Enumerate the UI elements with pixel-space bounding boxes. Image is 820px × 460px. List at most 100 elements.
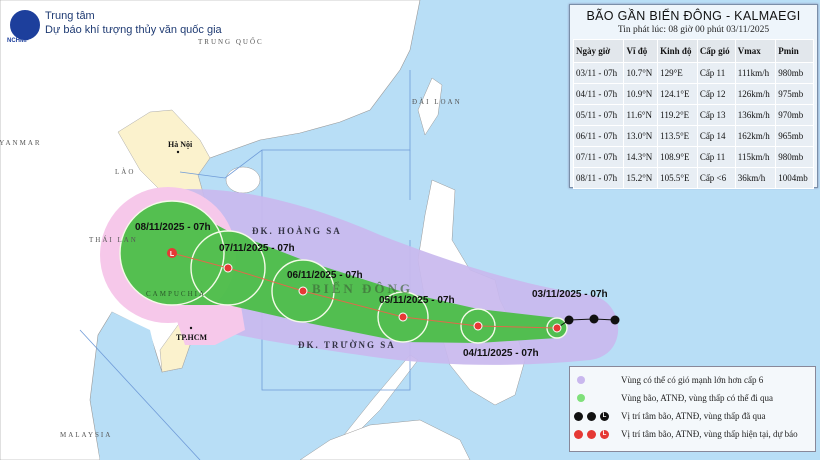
depression-symbol-icon xyxy=(587,429,596,439)
table-cell: 10.7°N xyxy=(623,62,659,84)
low-symbol-icon: L xyxy=(600,429,609,439)
issued-time: Tin phát lúc: 08 giờ 00 phút 03/11/2025 xyxy=(617,25,770,35)
borneo xyxy=(299,419,471,460)
depression-symbol-icon xyxy=(587,411,596,421)
label-thailand: THÁI LAN xyxy=(89,236,138,244)
label-truong-sa: ĐK. TRƯỜNG SA xyxy=(298,340,396,350)
table-cell: 975mb xyxy=(775,83,814,105)
table-cell: Cấp 11 xyxy=(696,146,736,168)
legend-item-current-center: L Vị trí tâm bão, ATNĐ, vùng thấp hiện t… xyxy=(574,425,798,443)
table-cell: 115km/h xyxy=(734,146,777,168)
label-hcm: TP.HCM xyxy=(176,333,208,342)
label-malaysia: MALAYSIA xyxy=(60,431,113,439)
table-cell: 126km/h xyxy=(734,83,777,105)
low-symbol-icon: L xyxy=(600,411,609,421)
table-cell: 07/11 - 07h xyxy=(572,146,625,168)
hanoi-marker xyxy=(176,150,180,154)
legend-item-track-cone: Vùng bão, ATNĐ, vùng thấp có thể đi qua xyxy=(574,389,773,407)
table-cell: Cấp <6 xyxy=(696,167,736,189)
track-label-07: 07/11/2025 - 07h xyxy=(219,243,295,254)
table-cell: Cấp 13 xyxy=(696,104,736,126)
table-cell: 13.0°N xyxy=(623,125,659,147)
table-row: 07/11 - 07h 14.3°N 108.9°E Cấp 11 115km/h 980… xyxy=(572,146,814,168)
col-header: Vĩ độ xyxy=(623,39,659,63)
track-cone xyxy=(120,201,567,343)
past-track-line xyxy=(556,318,616,329)
table-cell: 970mb xyxy=(775,104,814,126)
label-myanmar: MYANMAR xyxy=(0,139,42,147)
table-cell: 124.1°E xyxy=(657,83,698,105)
table-cell: 10.9°N xyxy=(623,83,659,105)
table-cell: Cấp 12 xyxy=(696,83,736,105)
table-cell: 111km/h xyxy=(734,62,777,84)
col-header: Ngày giờ xyxy=(572,39,625,63)
table-cell: 965mb xyxy=(775,125,814,147)
past-storm-center-icon xyxy=(564,314,620,325)
table-header-row: Ngày giờ Vĩ độ Kinh độ Cấp gió Vmax Pmin xyxy=(572,39,814,63)
table-cell: 03/11 - 07h xyxy=(572,62,625,84)
table-cell: 980mb xyxy=(775,62,814,84)
col-header: Vmax xyxy=(734,39,777,63)
organization-name: Trung tâm Dự báo khí tượng thủy văn quốc… xyxy=(45,9,222,37)
table-cell: 108.9°E xyxy=(657,146,698,168)
track-label-06: 06/11/2025 - 07h xyxy=(287,270,363,281)
table-cell: 14.3°N xyxy=(623,146,659,168)
nchmf-logo xyxy=(8,8,42,42)
legend-label: Vị trí tâm bão, ATNĐ, vùng thấp đã qua xyxy=(621,411,766,421)
table-cell: Cấp 14 xyxy=(696,125,736,147)
low-pressure-icon xyxy=(167,248,177,258)
org-line-2: Dự báo khí tượng thủy văn quốc gia xyxy=(45,24,222,36)
label-hoang-sa: ĐK. HOÀNG SA xyxy=(252,226,342,236)
table-cell: 129°E xyxy=(657,62,698,84)
hainan-island xyxy=(225,166,261,194)
taiwan-island xyxy=(417,77,443,136)
green-dot-icon xyxy=(577,394,585,402)
track-label-08: 08/11/2025 - 07h xyxy=(135,222,211,233)
table-cell: 119.2°E xyxy=(657,104,698,126)
table-row: 08/11 - 07h 15.2°N 105.5°E Cấp <6 36km/h 1004… xyxy=(572,167,814,189)
track-label-05: 05/11/2025 - 07h xyxy=(379,295,455,306)
col-header: Pmin xyxy=(775,39,814,63)
table-cell: 136km/h xyxy=(734,104,777,126)
table-cell: 04/11 - 07h xyxy=(572,83,625,105)
table-row: 04/11 - 07h 10.9°N 124.1°E Cấp 12 126km/h 975… xyxy=(572,83,814,105)
gulf-of-thailand xyxy=(92,312,160,460)
col-header: Cấp gió xyxy=(696,39,736,63)
legend-item-past-center: L Vị trí tâm bão, ATNĐ, vùng thấp đã qua xyxy=(574,407,765,425)
hcm-marker xyxy=(189,326,193,330)
table-cell: 105.5°E xyxy=(657,167,698,189)
table-cell: 11.6°N xyxy=(623,104,659,126)
table-cell: 08/11 - 07h xyxy=(572,167,625,189)
legend-label: Vùng bão, ATNĐ, vùng thấp có thể đi qua xyxy=(621,393,773,403)
forecast-track-line xyxy=(171,252,558,329)
legend-label: Vùng có thể có gió mạnh lớn hơn cấp 6 xyxy=(621,375,764,385)
legend-label: Vị trí tâm bão, ATNĐ, vùng thấp hiện tại… xyxy=(621,429,798,439)
table-cell: 05/11 - 07h xyxy=(572,104,625,126)
label-taiwan: ĐÀI LOAN xyxy=(412,98,462,106)
wind-radius-circles xyxy=(119,200,568,344)
track-label-03: 03/11/2025 - 07h xyxy=(532,289,608,300)
storm-title: BÃO GẦN BIỂN ĐÔNG - KALMAEGI xyxy=(586,9,801,23)
danger-zone-land-south xyxy=(170,300,245,345)
label-cambodia: CAMPUCHIA xyxy=(146,290,207,298)
storm-symbol-icon xyxy=(574,411,583,421)
map-legend: Vùng có thể có gió mạnh lớn hơn cấp 6 Vù… xyxy=(569,366,816,452)
logo-text: NCHMF xyxy=(7,38,29,44)
col-header: Kinh độ xyxy=(657,39,698,63)
table-cell: 162km/h xyxy=(734,125,777,147)
label-hanoi: Hà Nội xyxy=(168,140,193,149)
table-cell: 1004mb xyxy=(775,167,814,189)
storm-info-panel: BÃO GẦN BIỂN ĐÔNG - KALMAEGI Tin phát lú… xyxy=(569,4,818,189)
storm-symbol-icon xyxy=(574,429,583,439)
table-cell: 980mb xyxy=(775,146,814,168)
track-label-04: 04/11/2025 - 07h xyxy=(463,348,539,359)
table-cell: 06/11 - 07h xyxy=(572,125,625,147)
table-row: 05/11 - 07h 11.6°N 119.2°E Cấp 13 136km/h 970… xyxy=(572,104,814,126)
low-pressure-symbol: L xyxy=(170,251,175,258)
table-row: 06/11 - 07h 13.0°N 113.5°E Cấp 14 162km/h 965… xyxy=(572,125,814,147)
org-line-1: Trung tâm xyxy=(45,10,95,22)
forecast-table: Ngày giờ Vĩ độ Kinh độ Cấp gió Vmax Pmin… xyxy=(572,39,814,189)
table-cell: 113.5°E xyxy=(657,125,698,147)
table-cell: Cấp 11 xyxy=(696,62,736,84)
